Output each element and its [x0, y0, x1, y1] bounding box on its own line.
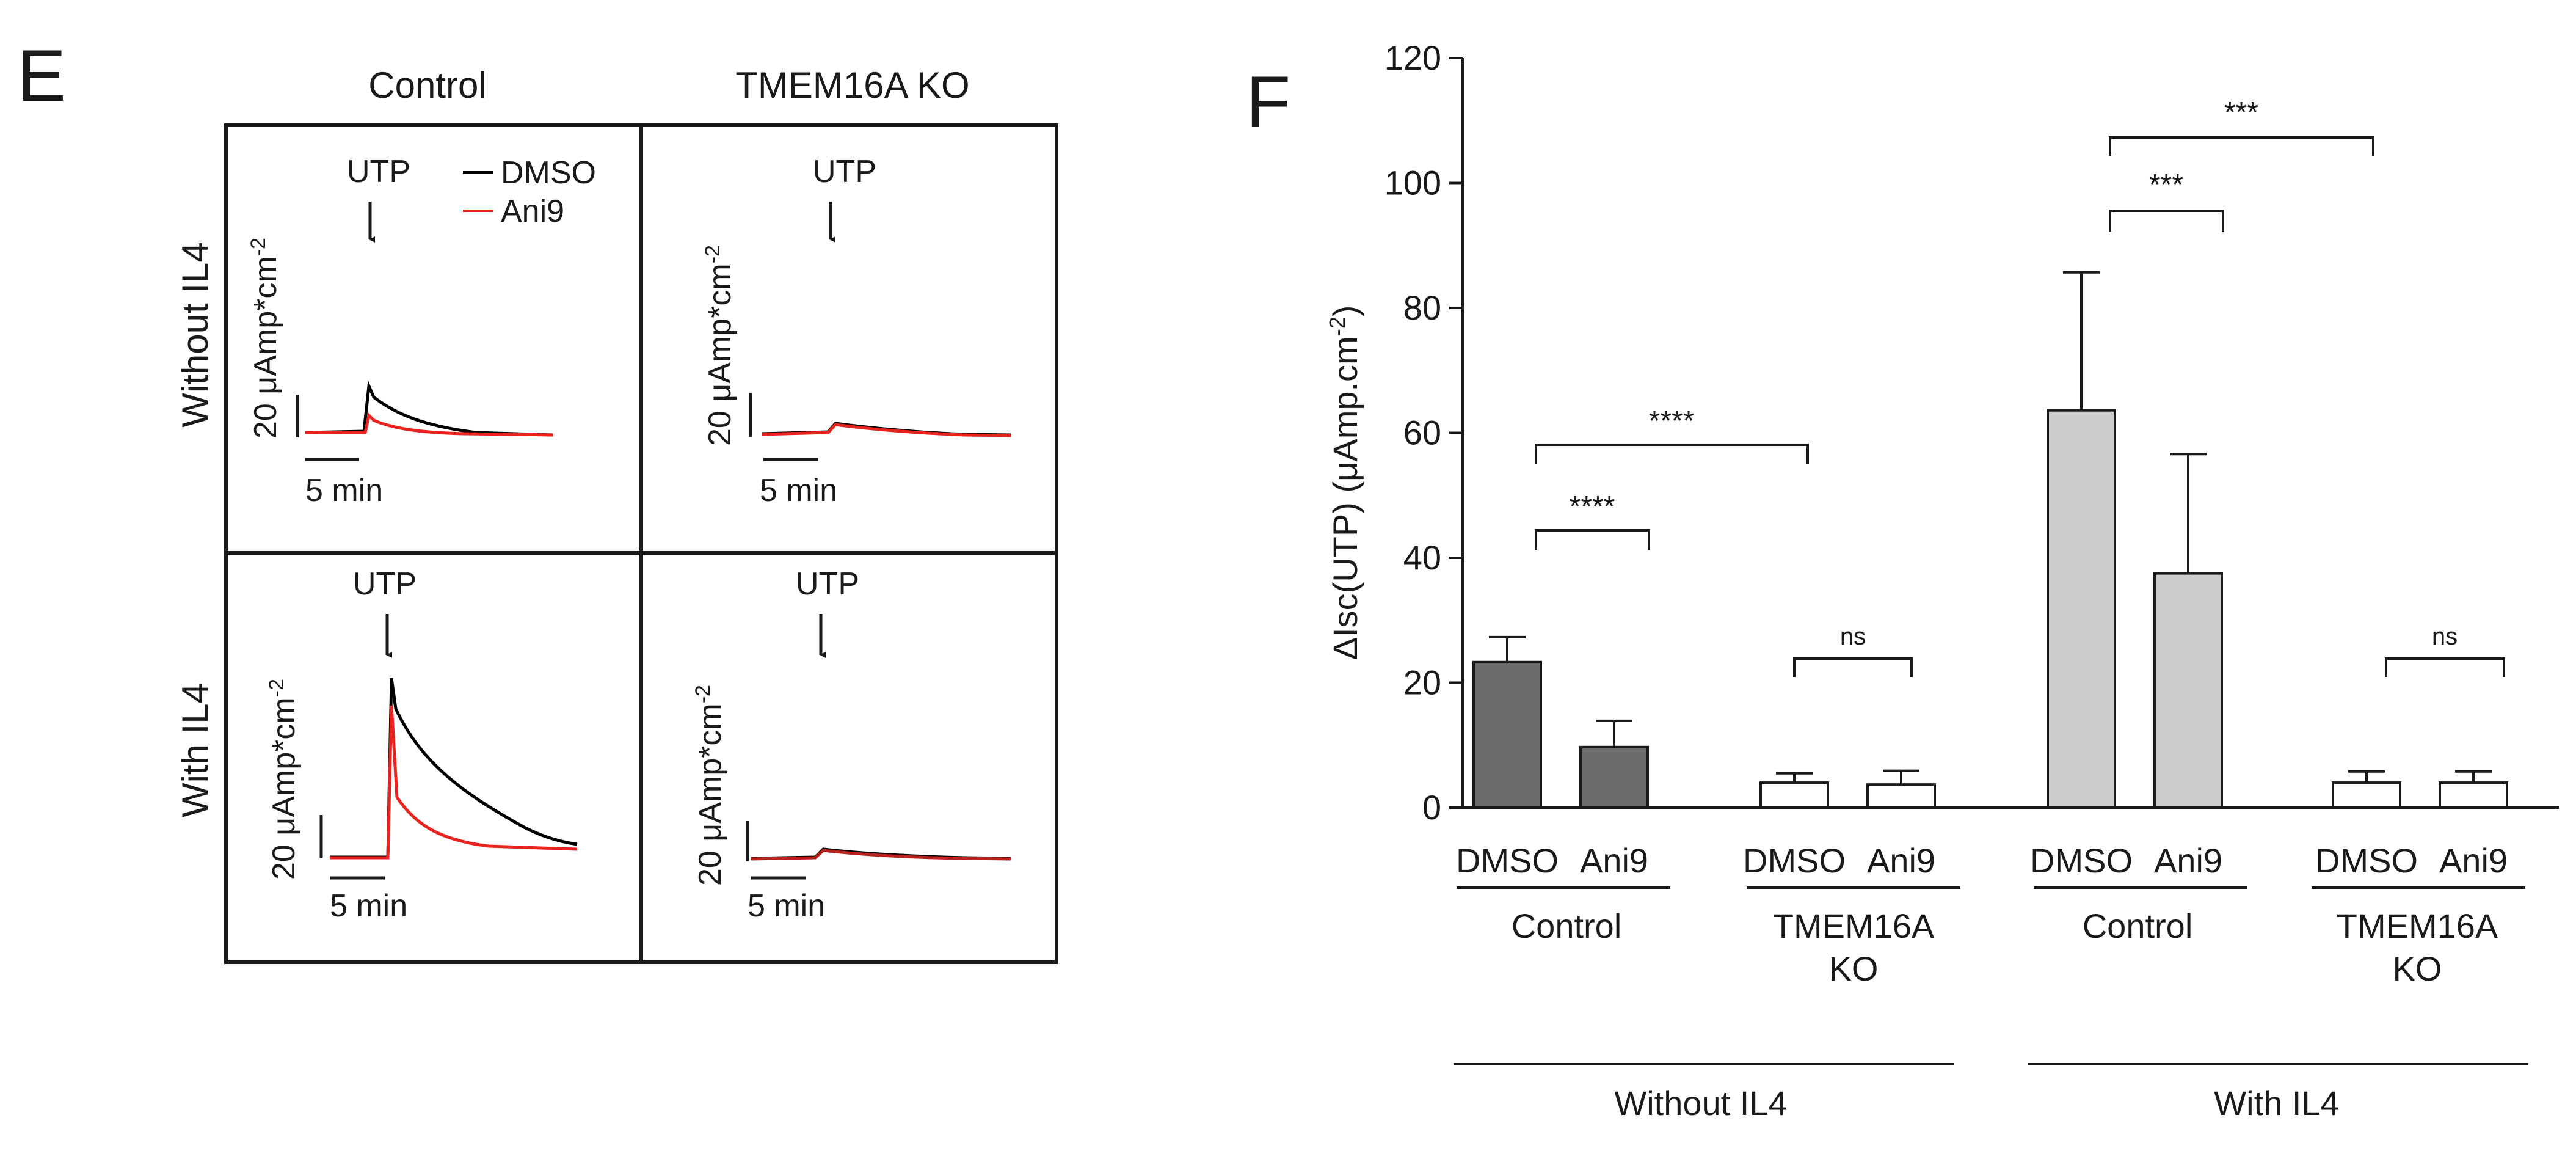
sig-label-3: ns	[1840, 623, 1866, 650]
trace-control-with-il4: UTP 20 μAmp*cm-2 5 min	[265, 566, 578, 924]
ani9-trace	[762, 423, 1011, 437]
trace-ko-with-il4: UTP 20 μAmp*cm-2 5 min	[691, 566, 1011, 924]
y-tick-label: 0	[1422, 788, 1441, 827]
scale-x-label: 5 min	[748, 888, 825, 924]
x-category-label: DMSO	[2030, 841, 2133, 880]
y-tick-label: 20	[1403, 663, 1441, 702]
scale-x-label: 5 min	[305, 473, 383, 508]
y-axis-label: ΔIsc(UTP) (μAmp.cm-2)	[1325, 305, 1364, 660]
utp-label: UTP	[813, 154, 876, 189]
bar-dmso	[1472, 660, 1542, 809]
y-tick-label: 40	[1403, 538, 1441, 577]
utp-label: UTP	[353, 566, 417, 602]
group-label-control: Control	[2083, 907, 2193, 945]
sig-bracket-1	[1535, 529, 1650, 550]
col-label-ko: TMEM16A KO	[735, 65, 969, 106]
sig-label-6: ns	[2432, 623, 2458, 650]
sig-bracket-6	[2385, 657, 2505, 677]
panel-f: F ΔIsc(UTP) (μAmp.cm-2) 020406080100120 …	[1246, 38, 2559, 1122]
sig-label-2: ****	[1649, 405, 1695, 437]
y-tick-label: 120	[1384, 38, 1441, 77]
panel-f-letter: F	[1246, 61, 1290, 143]
x-category-label: DMSO	[1456, 841, 1559, 880]
bar-ani9	[1579, 745, 1649, 809]
bar-dmso	[2047, 409, 2116, 809]
group-label-ko: TMEM16A	[2337, 907, 2498, 945]
legend-ani9-label: Ani9	[501, 194, 564, 229]
group-label-ko-line2: KO	[1829, 949, 1879, 988]
trace-ko-without-il4: UTP 20 μAmp*cm-2 5 min	[701, 154, 1011, 508]
col-label-control: Control	[368, 65, 486, 106]
x-category-label: Ani9	[2439, 841, 2508, 880]
sig-label-1: ****	[1570, 491, 1615, 523]
ani9-trace	[330, 705, 578, 860]
ani9-trace	[751, 849, 1011, 861]
bar-dmso	[1759, 781, 1829, 809]
sig-bracket-3	[1793, 657, 1913, 677]
group-label-control: Control	[1512, 907, 1622, 945]
sig-label-5: ***	[2224, 97, 2258, 129]
scale-x-label: 5 min	[330, 888, 407, 924]
x-category-label: DMSO	[2315, 841, 2418, 880]
panel-e: E Control TMEM16A KO Without IL4 With IL…	[17, 35, 1058, 964]
panel-e-letter: E	[17, 35, 66, 117]
trace-control-without-il4: UTP 20 μAmp*cm-2 5 min	[247, 154, 553, 508]
x-category-label: Ani9	[2154, 841, 2222, 880]
row-label-with-il4: With IL4	[175, 683, 216, 817]
scale-x-label: 5 min	[760, 473, 837, 508]
sig-bracket-4	[2109, 210, 2224, 232]
bar-dmso	[2332, 781, 2401, 809]
x-category-label: Ani9	[1580, 841, 1648, 880]
y-tick-label: 100	[1384, 164, 1441, 202]
row-label-without-il4: Without IL4	[175, 242, 216, 428]
scale-y-label: 20 μAmp*cm-2	[701, 245, 738, 446]
dmso-trace	[305, 380, 553, 437]
sig-label-4: ***	[2149, 169, 2183, 201]
bar-ani9	[2439, 781, 2508, 809]
bar-ani9	[1866, 783, 1936, 809]
bar-ani9	[2153, 572, 2223, 809]
x-category-labels: DMSO Ani9 DMSO Ani9 DMSO Ani9 DMSO Ani9	[1456, 841, 2508, 880]
y-ticks: 0 20 40 60 80 100 120	[1384, 38, 1463, 827]
x-category-label: Ani9	[1867, 841, 1935, 880]
scale-y-label: 20 μAmp*cm-2	[265, 679, 302, 880]
condition-label-with-il4: With IL4	[2214, 1084, 2339, 1122]
dmso-trace	[330, 678, 578, 859]
group-label-ko-line2: KO	[2393, 949, 2442, 988]
utp-label: UTP	[796, 566, 859, 602]
scale-y-label: 20 μAmp*cm-2	[691, 685, 728, 886]
sig-bracket-5	[2109, 136, 2374, 156]
ani9-trace	[305, 412, 553, 437]
y-tick-label: 80	[1403, 288, 1441, 327]
condition-label-without-il4: Without IL4	[1614, 1084, 1787, 1122]
y-tick-label: 60	[1403, 414, 1441, 452]
x-category-label: DMSO	[1743, 841, 1846, 880]
scale-y-label: 20 μAmp*cm-2	[247, 238, 283, 439]
legend-dmso-label: DMSO	[501, 155, 596, 191]
sig-bracket-2	[1535, 444, 1809, 464]
utp-label: UTP	[347, 154, 410, 189]
bars	[1472, 271, 2508, 809]
group-label-ko: TMEM16A	[1773, 907, 1935, 945]
